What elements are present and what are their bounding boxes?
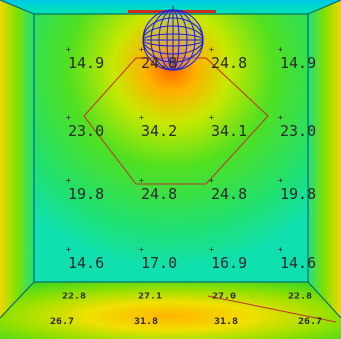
wall-value: 14.9	[68, 54, 104, 72]
grid-cross: +	[139, 176, 144, 185]
wall-value: 24.8	[141, 54, 177, 72]
grid-cross: +	[66, 176, 71, 185]
floor-value: 31.8	[214, 317, 238, 327]
ceiling-mount	[128, 10, 216, 13]
grid-cross: +	[278, 113, 283, 122]
grid-cross: +	[66, 113, 71, 122]
wall-value: 24.8	[211, 185, 247, 203]
wireframe-sphere-icon	[142, 6, 204, 71]
wall-value: 14.9	[280, 54, 316, 72]
grid-cross: +	[278, 245, 283, 254]
wall-value: 19.8	[280, 185, 316, 203]
grid-cross: +	[209, 113, 214, 122]
floor-value: 22.8	[62, 292, 86, 301]
wall-value: 23.0	[68, 122, 104, 140]
wall-value: 34.1	[211, 122, 247, 140]
wall-value: 14.6	[280, 254, 316, 272]
fixture-outline	[83, 57, 269, 185]
wall-value: 19.8	[68, 185, 104, 203]
floor-value: 27.0	[212, 292, 236, 301]
grid-cross: +	[209, 176, 214, 185]
grid-cross: +	[278, 45, 283, 54]
floor-labels: 22.8 27.1 27.0 22.8 26.7 31.8 31.8 26.7	[50, 292, 322, 326]
room-edges	[0, 0, 341, 319]
grid-cross: +	[139, 113, 144, 122]
wall-value: 16.9	[211, 254, 247, 272]
floor-value: 22.8	[288, 292, 312, 301]
grid-cross: +	[66, 245, 71, 254]
grid-cross: +	[139, 45, 144, 54]
back-wall-surface	[34, 14, 308, 282]
floor-value: 26.7	[298, 317, 322, 327]
floor-value: 26.7	[50, 317, 74, 327]
left-wall-surface	[0, 0, 34, 318]
wall-value: 17.0	[141, 254, 177, 272]
wall-value: 14.6	[68, 254, 104, 272]
floor-value: 31.8	[134, 317, 158, 327]
wall-value: 24.8	[141, 185, 177, 203]
grid-cross: +	[66, 45, 71, 54]
wall-value: 23.0	[280, 122, 316, 140]
grid-cross: +	[278, 176, 283, 185]
wall-value: 34.2	[141, 122, 177, 140]
grid-cross: +	[209, 45, 214, 54]
ceiling-surface	[0, 0, 341, 14]
wall-value: 24.8	[211, 54, 247, 72]
floor-fixture-line	[207, 295, 337, 323]
right-wall-surface	[308, 0, 341, 318]
floor-surface	[0, 282, 341, 339]
grid-cross: +	[139, 245, 144, 254]
grid-cross: +	[209, 245, 214, 254]
back-wall-labels: + 14.9 + 24.8 + 24.8 + 14.9 + 23.0 + 34.…	[66, 45, 316, 272]
floor-value: 27.1	[138, 292, 163, 301]
